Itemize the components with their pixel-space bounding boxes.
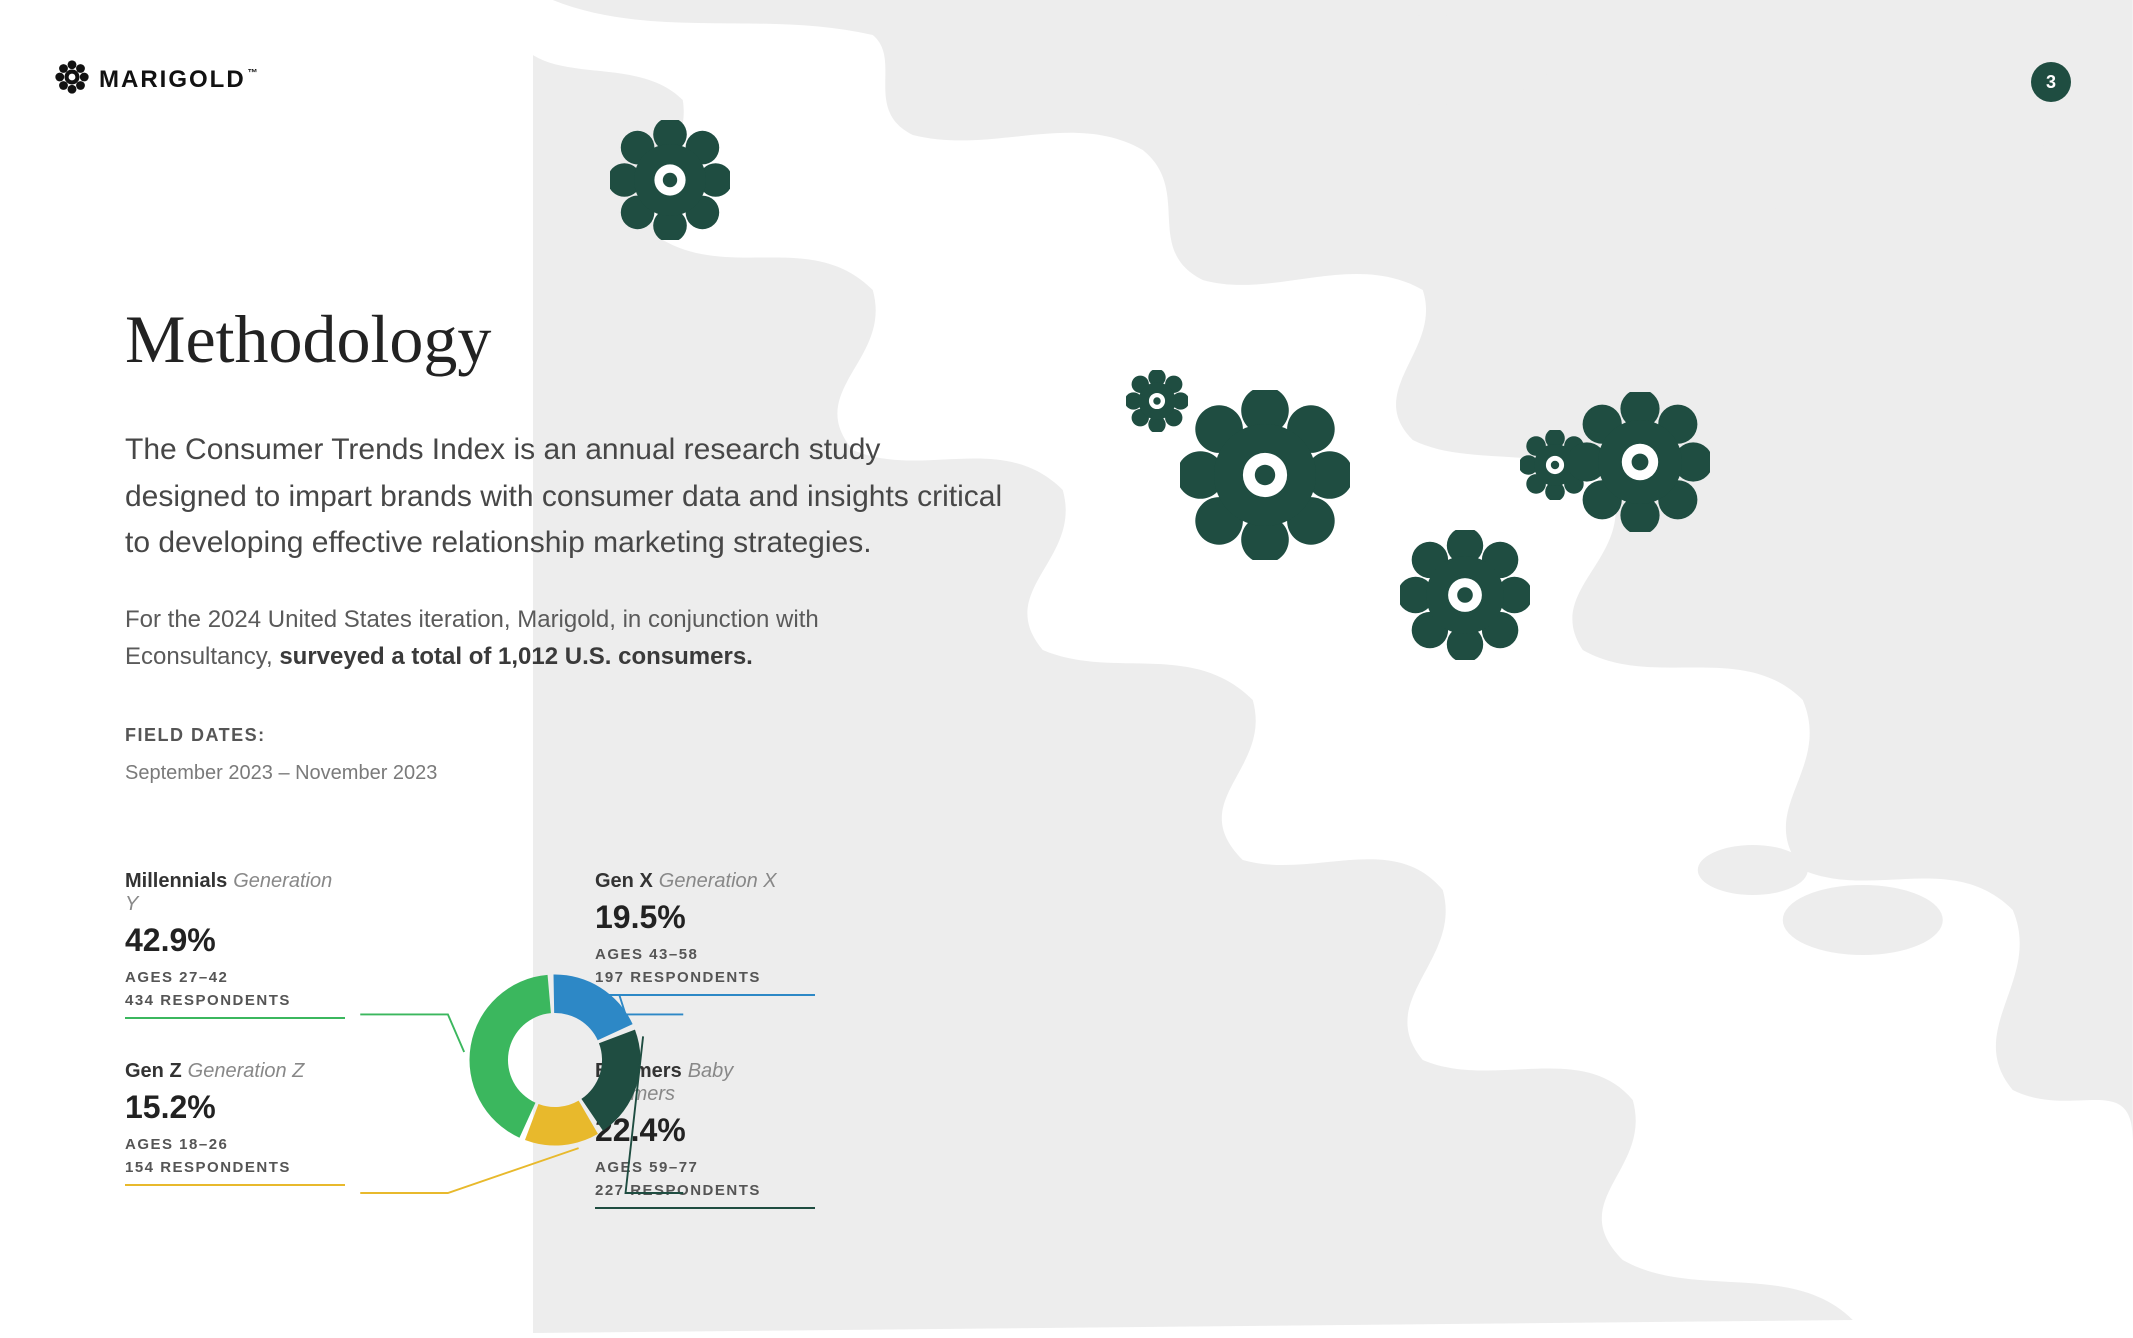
leader-line [360,1014,464,1052]
page-number: 3 [2046,72,2056,93]
segment-name: Gen Z [125,1060,182,1082]
donut-slice-boomers [581,1030,640,1131]
segment-name: Gen X [595,870,653,892]
donut-slice-genx [554,975,633,1041]
segment-pct: 42.9% [125,922,345,959]
segment-ages: AGES 43–58 [595,946,815,963]
segment-alt: Generation X [659,870,777,892]
segment-rule [125,1017,345,1019]
segment-millennials: MillennialsGeneration Y 42.9% AGES 27–42… [125,870,345,1019]
page-number-badge: 3 [2031,62,2071,102]
field-dates-value: September 2023 – November 2023 [125,762,1025,785]
donut-slice-genz [525,1101,598,1146]
flower-gear-icon [1400,530,1530,660]
segment-pct: 19.5% [595,899,815,936]
lead-paragraph: The Consumer Trends Index is an annual r… [125,427,1005,567]
flower-gear-icon [610,120,730,240]
content-column: Methodology The Consumer Trends Index is… [125,300,1025,785]
donut-chart [460,965,650,1155]
sub-paragraph: For the 2024 United States iteration, Ma… [125,601,905,675]
page-title: Methodology [125,300,1025,379]
brand-logo: MARIGOLD [55,60,246,99]
segment-rule [125,1184,345,1186]
leader-line [619,996,683,1015]
segment-rule [595,1207,815,1209]
segment-ages: AGES 18–26 [125,1136,345,1153]
flower-icon [55,60,89,99]
segment-respondents: 434 RESPONDENTS [125,992,345,1009]
segment-name: Millennials [125,870,227,892]
flower-gear-icon [1180,390,1350,560]
segment-genz: Gen Z Generation Z 15.2% AGES 18–26 154 R… [125,1060,345,1186]
segment-alt: Generation Z [188,1060,305,1082]
flower-gear-icon [1126,370,1188,432]
sub-bold: surveyed a total of 1,012 U.S. consumers… [279,643,753,670]
leader-line [360,1148,578,1193]
segment-pct: 15.2% [125,1089,345,1126]
segment-ages: AGES 27–42 [125,969,345,986]
field-dates-label: FIELD DATES: [125,725,1025,746]
segment-respondents: 227 RESPONDENTS [595,1182,815,1199]
flower-gear-icon [1570,392,1710,532]
segment-respondents: 154 RESPONDENTS [125,1159,345,1176]
brand-name: MARIGOLD [99,66,246,94]
